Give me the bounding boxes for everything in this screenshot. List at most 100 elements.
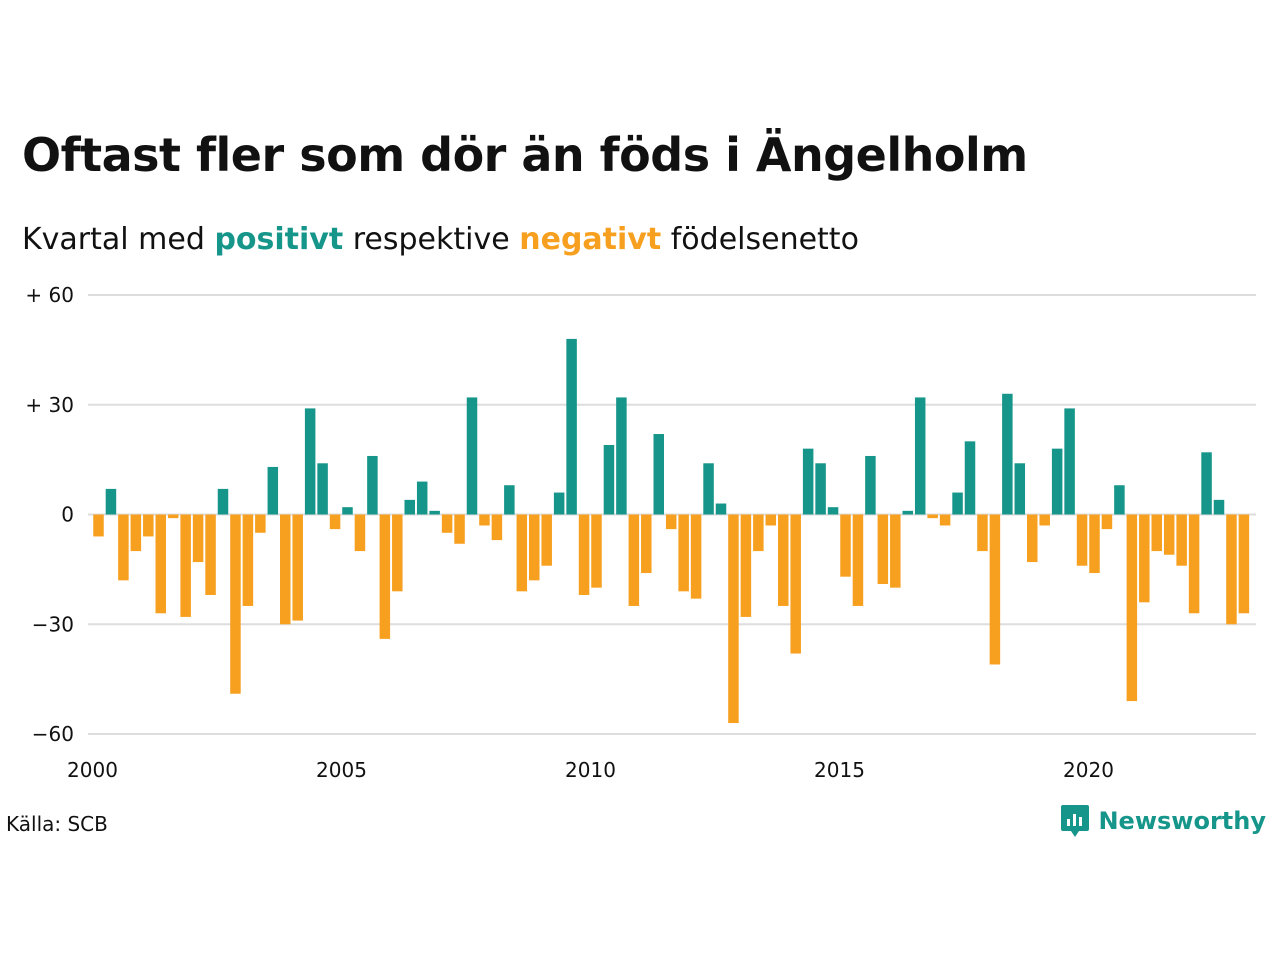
x-tick-label: 2015 — [814, 758, 865, 782]
bar — [591, 514, 602, 588]
bar — [454, 514, 465, 544]
bar — [653, 434, 664, 515]
bar — [529, 514, 540, 581]
subtitle-suffix: födelsenetto — [670, 222, 859, 257]
bar — [740, 514, 752, 617]
subtitle-middle: respektive — [352, 222, 510, 257]
bar — [840, 514, 851, 577]
subtitle-positive-word: positivt — [214, 222, 344, 257]
bar — [977, 514, 988, 552]
bar — [516, 514, 528, 592]
bar — [566, 338, 577, 515]
bar — [230, 514, 241, 694]
x-tick-label: 2020 — [1063, 758, 1114, 782]
bar — [641, 514, 652, 574]
bar — [317, 463, 328, 515]
source-note: Källa: SCB — [6, 812, 108, 836]
bar — [1139, 514, 1150, 603]
bar — [715, 503, 727, 515]
x-tick-label: 2000 — [67, 758, 118, 782]
bar — [1039, 514, 1050, 526]
bar — [242, 514, 254, 606]
bar — [753, 514, 764, 552]
bar — [1188, 514, 1200, 614]
bar — [329, 514, 341, 530]
bar — [827, 507, 839, 515]
bar — [1226, 514, 1237, 625]
bar — [765, 514, 777, 526]
bar — [603, 444, 615, 515]
bar — [292, 514, 303, 621]
bar — [877, 514, 889, 585]
bar — [167, 514, 179, 519]
bar — [815, 463, 826, 515]
bar — [1101, 514, 1113, 530]
bar — [1126, 514, 1138, 702]
y-tick-label: 0 — [61, 503, 74, 527]
subtitle-negative-word: negativt — [519, 222, 662, 257]
bar — [429, 510, 440, 515]
bar — [205, 514, 216, 595]
bar — [1089, 514, 1100, 574]
bar — [616, 397, 627, 515]
bar — [1163, 514, 1175, 555]
chart-title: Oftast fler som dör än föds i Ängelholm — [22, 128, 1028, 182]
bar — [367, 455, 378, 515]
bar — [504, 485, 515, 515]
bar — [914, 397, 926, 515]
bar — [217, 488, 229, 515]
bar — [1238, 514, 1250, 614]
bar — [852, 514, 864, 606]
bar — [416, 481, 428, 515]
bar — [802, 448, 814, 515]
bar — [280, 514, 291, 625]
bar — [1027, 514, 1038, 563]
bar — [578, 514, 590, 595]
brand-name: Newsworthy — [1098, 807, 1266, 835]
brand-logo: Newsworthy — [1060, 804, 1266, 838]
y-tick-label: + 30 — [25, 393, 74, 417]
bar — [143, 514, 154, 537]
bar — [628, 514, 640, 606]
bar — [479, 514, 490, 526]
bar — [703, 463, 714, 515]
bar — [1051, 448, 1063, 515]
bar — [902, 510, 913, 515]
bar — [1151, 514, 1162, 552]
bar — [989, 514, 1001, 665]
bar — [778, 514, 789, 606]
bar — [678, 514, 689, 592]
bar — [927, 514, 938, 519]
bar — [541, 514, 552, 566]
bar — [1076, 514, 1088, 566]
chart-subtitle: Kvartal med positivt respektive negativt… — [22, 222, 859, 257]
bar — [1014, 463, 1026, 515]
y-tick-label: −30 — [32, 612, 74, 636]
x-tick-label: 2010 — [565, 758, 616, 782]
subtitle-prefix: Kvartal med — [22, 222, 205, 257]
bar — [304, 408, 316, 515]
bar — [890, 514, 901, 588]
bar — [1213, 499, 1225, 515]
bar — [865, 455, 876, 515]
bar — [404, 499, 415, 515]
bar — [441, 514, 453, 533]
bar — [155, 514, 166, 614]
y-tick-label: −60 — [32, 722, 74, 746]
bar — [964, 441, 976, 515]
bar — [466, 397, 478, 515]
bar — [728, 514, 739, 724]
bar — [790, 514, 801, 654]
bar — [1201, 452, 1212, 515]
bar — [1064, 408, 1075, 515]
bar — [1002, 393, 1013, 515]
bar — [379, 514, 391, 639]
bar — [491, 514, 503, 541]
bar — [180, 514, 191, 617]
bar — [1176, 514, 1187, 566]
bar — [93, 514, 104, 537]
bar — [553, 492, 565, 515]
bar — [1114, 485, 1125, 515]
bar — [267, 466, 279, 515]
